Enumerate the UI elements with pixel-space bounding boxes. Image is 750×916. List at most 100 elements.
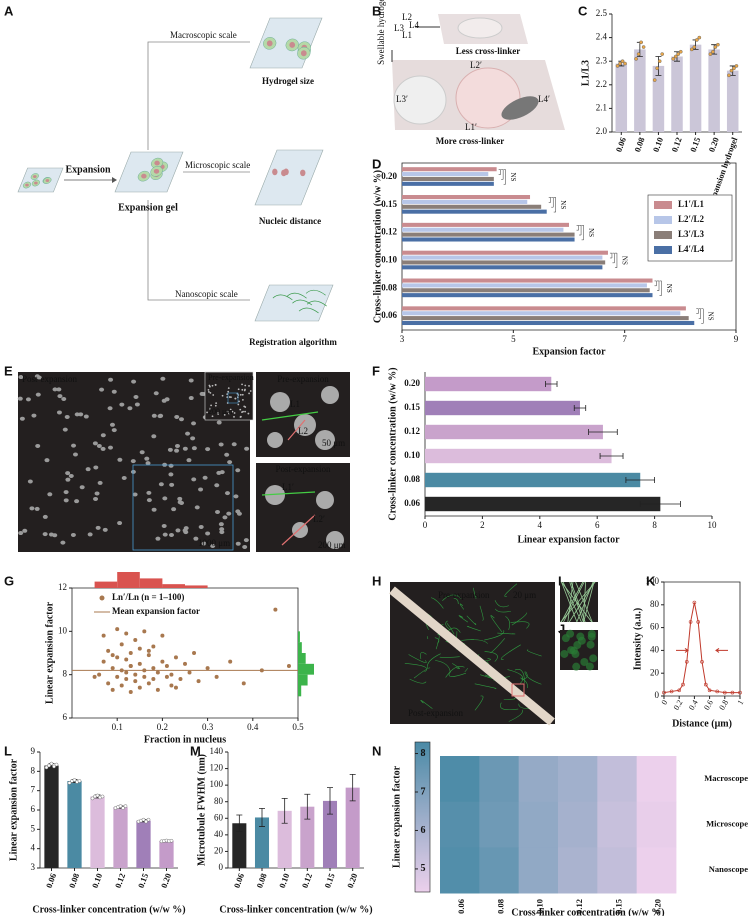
measure [261,491,316,496]
nucleus [265,485,285,505]
bracket [579,225,582,236]
nucleus [108,377,114,382]
nucleus [205,531,211,536]
y-tick-label: 8 [63,669,68,679]
nucleus [224,491,230,496]
x-tick-label: 0.20 [706,136,720,153]
nucleus [168,472,174,477]
filament [474,695,484,711]
label: Nanoscopic scale [175,289,238,299]
point [97,672,102,677]
nucleus [85,467,91,472]
y-tick-label: 0 [219,862,224,872]
arrow-head [112,177,117,183]
nucleus [34,181,38,185]
bar [402,209,547,214]
histogram-bar [298,674,308,686]
point [133,638,138,642]
x-tick-label: 0.4 [247,722,259,732]
point [142,629,147,634]
legend-label: Ln′/Ln (n = 1–100) [112,592,184,602]
filament [459,603,465,610]
label: L1′ [282,482,294,492]
filament [583,581,595,623]
nucleus [132,492,138,497]
legend-label: L3′/L3 [678,229,705,239]
point [734,64,739,68]
nucleus [175,528,181,533]
nucleus [164,397,170,402]
bar [708,49,720,132]
nucleus [229,408,232,411]
nucleus [25,183,29,187]
error-bar [655,56,662,76]
bracket [696,308,699,314]
nucleus [239,408,242,411]
nucleus [241,388,244,391]
heatmap-cell [518,801,559,848]
nucleus [130,459,136,464]
heatmap-cell [479,801,520,848]
nucleus [216,420,222,425]
point [137,685,142,690]
filament [520,677,528,689]
y-tick-label: 60 [214,812,224,822]
point [115,627,120,632]
nucleus [218,442,224,447]
nucleus [218,522,224,527]
point [118,804,123,808]
error-bar [639,501,681,507]
x-tick-label: 0.2 [157,722,168,732]
y-tick-label: 0 [655,690,660,700]
nucleus [234,397,237,400]
nucleus [316,491,334,509]
point [703,682,708,687]
y-tick-label: 2.5 [596,8,608,18]
bar [402,167,497,172]
bar [402,195,531,200]
nucleus [174,448,180,453]
nucleus [64,414,70,419]
bar [652,65,665,132]
nucleus [145,461,151,466]
bracket [501,169,504,180]
histogram-bar [162,584,185,588]
nucleus [237,403,240,406]
bar [277,810,292,868]
histogram-bar [117,572,140,588]
row-label: Microscope [706,818,748,828]
filament [527,649,542,657]
nucleus [72,452,78,457]
nucleus [83,414,89,419]
x-tick-label: 0.06 [232,872,246,889]
legend-label: L2′/L2 [678,214,705,224]
y-tick-label: 60 [650,622,660,632]
x-tick-label: 0.20 [653,899,663,914]
label: Pre-expansion [208,373,254,382]
panel-label: F [372,363,380,378]
roi [227,392,239,404]
nucleus [151,434,157,439]
heatmap-cell [597,801,638,848]
point [49,761,54,766]
nucleus [244,446,250,451]
point [187,670,192,675]
y-tick-label: 40 [650,644,660,654]
nucleus [300,50,307,57]
nucleus [241,411,243,414]
x-tick-label: 0.20 [159,872,173,889]
x-tick-label: 0.10 [651,136,665,153]
bar [67,781,82,868]
nucleus [214,404,217,407]
heatmap-cell [440,801,480,848]
bracket [553,197,556,213]
bracket-label: NS [559,200,567,209]
bracket [612,252,615,264]
x-tick-label: 7 [622,334,627,344]
nucleus [133,395,139,400]
cut [389,586,555,726]
point [155,687,160,692]
x-axis-label: Cross-linker concentration (w/w %) [511,907,664,916]
nucleus [244,410,246,413]
nucleus [300,169,306,177]
